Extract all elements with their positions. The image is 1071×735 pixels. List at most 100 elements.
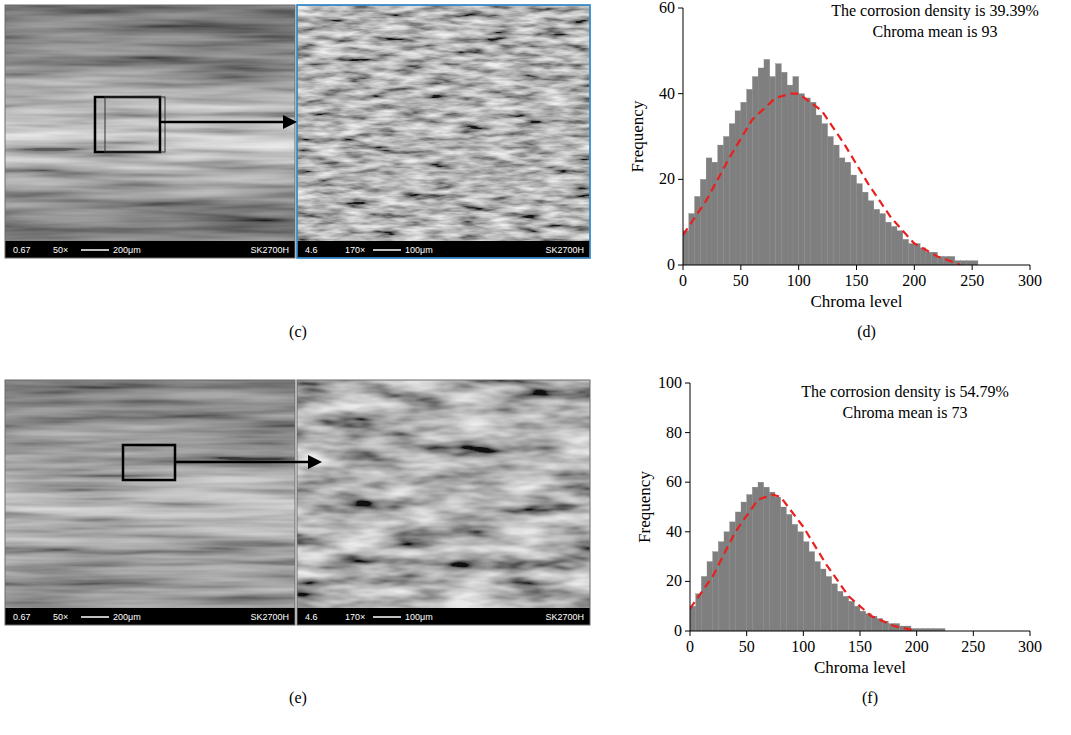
x-tick	[740, 265, 741, 270]
y-tick-label: 40	[659, 85, 675, 102]
chart: 0501001502002503000204060Chroma levelFre…	[628, 0, 1042, 341]
caption-text: 170×	[345, 245, 365, 255]
hist-bar	[786, 514, 792, 631]
x-tick	[683, 265, 684, 270]
hist-bar	[833, 145, 839, 265]
hist-bar	[781, 72, 787, 265]
y-tick-label: 0	[674, 622, 682, 639]
annotation: The corrosion density is 39.39%	[831, 2, 1039, 20]
scale-bar	[81, 249, 109, 251]
hist-bar	[809, 552, 815, 631]
hist-bar	[741, 102, 747, 265]
hist-bar	[712, 162, 718, 265]
x-tick	[914, 265, 915, 270]
image-texture	[297, 380, 590, 625]
hist-bar	[926, 252, 932, 265]
hist-bar	[891, 226, 897, 265]
image-frame	[5, 5, 295, 258]
hist-bar	[799, 94, 805, 265]
hist-bar	[803, 542, 809, 631]
x-tick-label: 100	[791, 638, 815, 655]
x-tick-label: 0	[686, 638, 694, 655]
micrograph: 4.6 170× 100μm SK2700H	[297, 380, 590, 625]
hist-bar	[820, 569, 826, 631]
caption-text: 0.67	[13, 245, 31, 255]
caption-text: 4.6	[305, 245, 318, 255]
scale-bar	[81, 616, 109, 618]
hist-bar	[706, 158, 712, 265]
panel-label: (f)	[862, 689, 878, 707]
fit-curve	[690, 495, 917, 631]
caption-text: 200μm	[113, 245, 141, 255]
image-texture	[5, 380, 295, 625]
zoom-box	[105, 97, 165, 152]
micrograph: 0.6750×200μmSK2700H	[5, 380, 295, 625]
y-tick	[678, 179, 683, 180]
x-tick	[972, 265, 973, 270]
hist-bar	[845, 162, 851, 265]
hist-bar	[741, 502, 747, 631]
x-tick	[860, 631, 861, 636]
hist-bar	[909, 244, 915, 265]
hist-bar	[718, 145, 724, 265]
y-tick-label: 80	[666, 424, 682, 441]
y-tick-label: 40	[666, 523, 682, 540]
hist-bar	[885, 222, 891, 265]
caption-bar	[297, 608, 590, 625]
x-tick-label: 300	[1018, 638, 1042, 655]
image-ground	[5, 5, 295, 258]
hist-bar	[781, 507, 787, 631]
x-tick-label: 200	[905, 638, 929, 655]
hist-bar	[966, 261, 972, 265]
hist-bar	[849, 601, 855, 631]
y-axis	[683, 8, 684, 265]
caption-text: 100μm	[405, 612, 433, 622]
image-ground	[5, 380, 295, 625]
hist-bar	[874, 209, 880, 265]
x-tick-label: 250	[961, 638, 985, 655]
hist-bar	[718, 542, 724, 631]
y-axis-title: Frequency	[635, 471, 654, 543]
y-axis-title: Frequency	[628, 100, 647, 172]
x-tick	[916, 631, 917, 636]
hist-bar	[826, 576, 832, 631]
y-tick-label: 100	[658, 374, 682, 391]
hist-bar	[868, 201, 874, 265]
hist-bar	[804, 98, 810, 265]
x-tick	[798, 265, 799, 270]
image-frame	[5, 380, 295, 625]
caption-text: 0.67	[13, 612, 31, 622]
figure: 0.6750×200μmSK2700H4.6170×100μmSK2700H(c…	[0, 0, 1071, 735]
x-tick-label: 200	[902, 272, 926, 289]
panel-label: (d)	[857, 323, 876, 341]
x-tick-label: 300	[1018, 272, 1042, 289]
image-frame	[297, 5, 590, 258]
hist-bar	[735, 111, 741, 265]
hist-bar	[857, 184, 863, 265]
caption-bar	[297, 241, 590, 258]
annotation: Chroma mean is 73	[843, 404, 968, 421]
x-tick	[803, 631, 804, 636]
arrow-head	[283, 115, 297, 129]
y-tick	[678, 265, 683, 266]
chart: 050100150200250300020406080100Chroma lev…	[635, 374, 1042, 707]
hist-bar	[903, 239, 909, 265]
caption-text: SK2700H	[250, 245, 289, 255]
micrograph-panel: 0.6750×200μmSK2700H4.6170×100μmSK2700H(c…	[5, 5, 590, 341]
y-tick	[685, 383, 690, 384]
image-frame	[297, 5, 590, 258]
hist-bar	[723, 137, 729, 266]
hist-bar	[695, 196, 701, 265]
hist-bar	[764, 487, 770, 631]
caption-text: SK2700H	[545, 612, 584, 622]
hist-bar	[837, 591, 843, 631]
y-tick-label: 20	[666, 572, 682, 589]
hist-bar	[696, 594, 702, 631]
hist-bar	[700, 179, 706, 265]
micrograph: 4.6170×100μmSK2700H	[297, 5, 590, 258]
caption-text: 50×	[53, 612, 68, 622]
caption-text: 4.6	[305, 612, 318, 622]
caption-text: 170×	[345, 612, 365, 622]
hist-bar	[793, 77, 799, 265]
x-tick	[746, 631, 747, 636]
